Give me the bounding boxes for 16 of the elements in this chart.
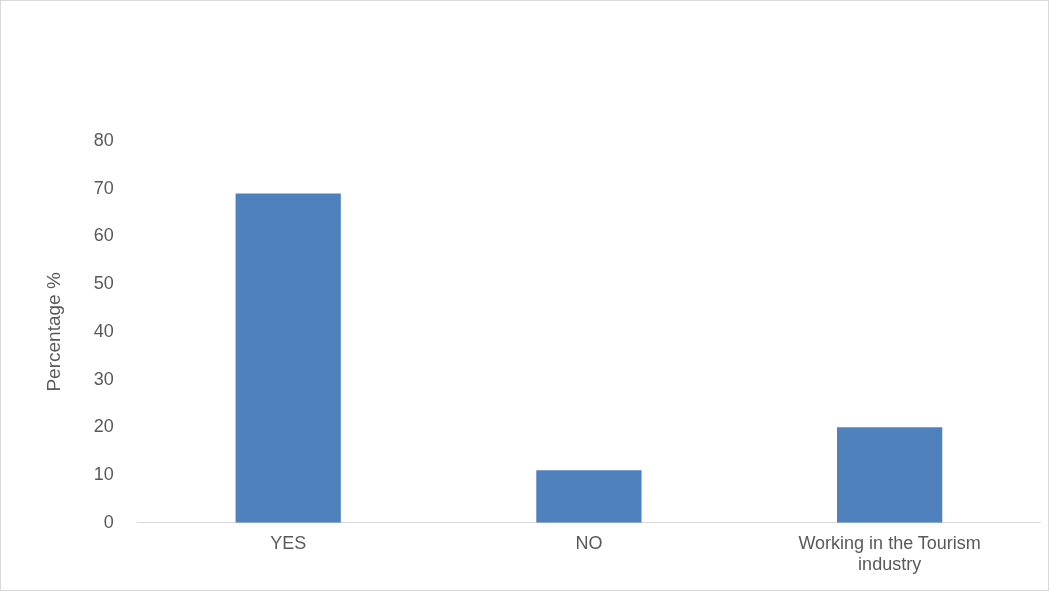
bar: [837, 427, 943, 523]
y-axis-title: Percentage %: [42, 272, 64, 392]
bar: [235, 193, 341, 523]
y-tick-label: 60: [93, 225, 114, 246]
x-tick-label: Working in the Tourism industry: [798, 532, 981, 575]
bar: [536, 470, 642, 523]
y-tick-label: 0: [103, 511, 114, 532]
y-tick-label: 30: [93, 368, 114, 389]
y-tick-label: 10: [93, 464, 114, 485]
y-tick-label: 70: [93, 177, 114, 198]
y-tick-label: 20: [93, 416, 114, 437]
y-tick-label: 40: [93, 320, 114, 341]
y-tick-label: 50: [93, 273, 114, 294]
x-tick-label: NO: [575, 532, 603, 553]
y-tick-label: 80: [93, 129, 114, 150]
x-tick-label: YES: [270, 532, 307, 553]
